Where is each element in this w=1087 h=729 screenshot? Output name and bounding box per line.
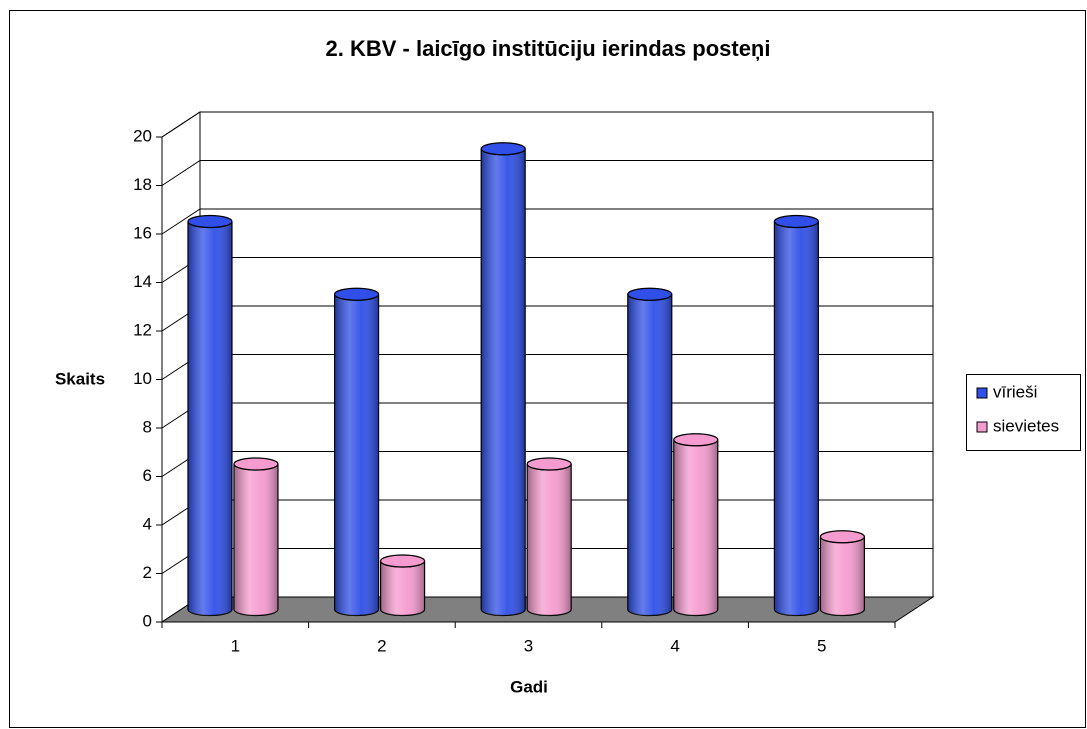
bar-shade <box>334 294 379 616</box>
bar <box>379 554 426 617</box>
grid-line <box>161 160 933 186</box>
y-tick-label: 0 <box>143 611 152 630</box>
y-tick-label: 8 <box>143 417 152 436</box>
bar-shade <box>481 148 526 616</box>
y-tick-label: 12 <box>133 320 152 339</box>
bar <box>333 287 380 617</box>
bar <box>819 530 865 617</box>
grid-line <box>161 111 933 138</box>
bar-top <box>819 530 865 544</box>
bar-shade <box>820 536 865 616</box>
bar <box>480 142 526 617</box>
bar-shade <box>380 561 425 616</box>
y-axis-label: Skaits <box>55 369 105 388</box>
bar-shade <box>233 464 278 616</box>
plot-area <box>156 111 935 628</box>
bar-top <box>333 287 380 301</box>
bar-top <box>480 142 526 156</box>
bar <box>673 433 719 617</box>
bar <box>187 214 233 617</box>
legend-label: sievietes <box>993 416 1059 435</box>
bar-shade <box>774 221 819 616</box>
y-tick-label: 4 <box>143 514 152 533</box>
bar-top <box>187 214 233 229</box>
legend-swatch <box>976 421 988 433</box>
bar-top <box>673 433 719 447</box>
x-tick-label: 4 <box>670 636 679 655</box>
y-tick-label: 10 <box>133 369 152 388</box>
bar-shade <box>673 439 718 616</box>
bar-top <box>379 554 426 568</box>
chart-title: 2. KBV - laicīgo institūciju ierindas po… <box>326 36 771 61</box>
bar-top <box>773 214 819 229</box>
bar-top <box>526 457 572 471</box>
bar <box>233 457 279 617</box>
bar <box>526 457 572 617</box>
y-tick-label: 6 <box>143 466 152 485</box>
y-tick-label: 14 <box>133 272 152 291</box>
bar <box>773 214 819 617</box>
bar-shade <box>627 294 672 616</box>
x-tick-label: 1 <box>231 636 240 655</box>
x-axis-label: Gadi <box>510 677 548 696</box>
bar-top <box>233 457 279 471</box>
bar-shade <box>187 221 232 616</box>
bar-top <box>627 287 673 301</box>
bar-shade <box>527 464 572 616</box>
y-tick-label: 18 <box>133 175 152 194</box>
y-tick-label: 2 <box>143 563 152 582</box>
legend-swatch <box>976 387 988 399</box>
y-tick-label: 16 <box>133 223 152 242</box>
grid-line <box>161 208 933 235</box>
legend-label: vīrieši <box>993 382 1037 401</box>
x-tick-label: 5 <box>817 636 826 655</box>
bar <box>627 287 673 617</box>
x-tick-label: 3 <box>524 636 533 655</box>
legend <box>966 374 1081 451</box>
x-tick-label: 2 <box>377 636 386 655</box>
y-tick-label: 20 <box>133 126 152 145</box>
